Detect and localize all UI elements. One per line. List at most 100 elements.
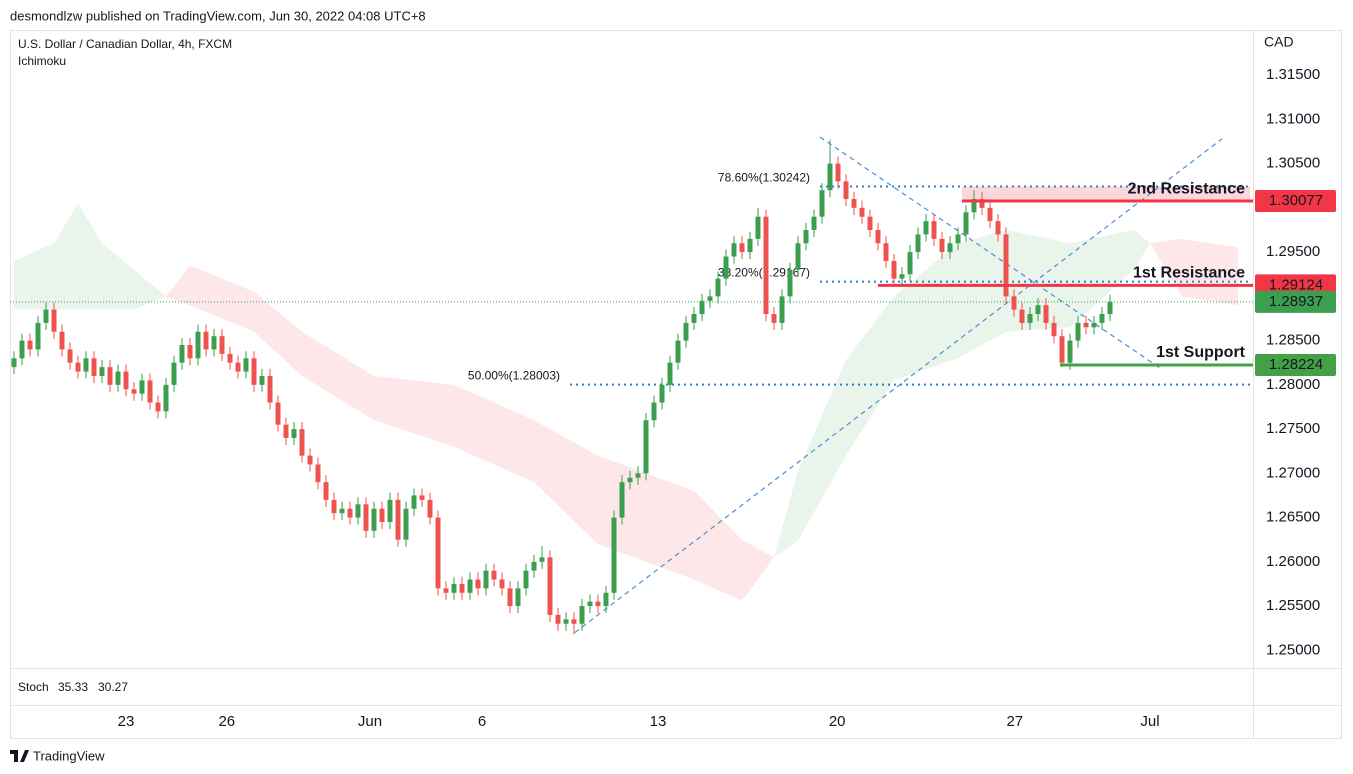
candle-body [275, 402, 281, 425]
price-box-label: 1.29124 [1269, 276, 1323, 293]
candle-body [323, 482, 329, 500]
candle-body [587, 601, 593, 607]
candle-body [387, 499, 393, 522]
candle-body [651, 402, 657, 421]
candle-body [747, 238, 753, 253]
candle-body [1083, 322, 1089, 328]
candle-body [1099, 314, 1105, 323]
logo-shape [10, 750, 29, 762]
candle-body [539, 557, 545, 562]
candle-body [907, 252, 913, 275]
candle-body [803, 229, 809, 244]
candle-body [43, 309, 49, 323]
stoch-d: 30.27 [98, 680, 128, 694]
price-box-label: 1.30077 [1269, 192, 1323, 209]
brand-logo [10, 750, 29, 762]
x-tick-label: 26 [218, 713, 235, 730]
candle-body [283, 424, 289, 438]
x-tick-label: 13 [650, 713, 667, 730]
fib-label: 78.60%(1.30242) [718, 171, 810, 185]
price-box [1255, 274, 1336, 297]
x-tick-label: 6 [478, 713, 486, 730]
currency: CAD [1264, 34, 1294, 50]
candle-body [571, 619, 577, 624]
candle-body [827, 163, 833, 191]
candle-body [195, 331, 201, 359]
candle-body [1035, 305, 1041, 315]
candle-body [635, 473, 641, 478]
candle-body [259, 375, 265, 385]
candle-body [955, 234, 961, 244]
candle-body [963, 212, 969, 235]
candle-body [27, 340, 33, 350]
last-price-label: 1.28937 [1269, 293, 1323, 310]
candle-body [603, 592, 609, 607]
candle-body [35, 322, 41, 350]
candle-body [59, 331, 65, 350]
candle-body [355, 504, 361, 518]
candle-body [1067, 340, 1073, 363]
candle-body [475, 579, 481, 589]
candle-body [131, 389, 137, 394]
candle-body [659, 384, 665, 403]
candle-body [403, 508, 409, 540]
candle-body [947, 243, 953, 253]
frame [10, 30, 1342, 739]
candle-body [267, 375, 273, 403]
price-box [1255, 354, 1336, 377]
candle-body [547, 557, 553, 615]
candle-body [915, 234, 921, 253]
cloud-segment [798, 360, 846, 541]
candle-body [299, 429, 305, 456]
candle-body [235, 362, 241, 372]
candle-body [371, 508, 377, 531]
cloud-segment [846, 296, 894, 456]
candle-body [1075, 322, 1081, 341]
candle-body [523, 570, 529, 589]
cloud-segment [166, 265, 190, 306]
candle-body [107, 367, 113, 385]
candle-body [699, 300, 705, 315]
candle-body [755, 216, 761, 239]
cloud-segment [1134, 229, 1150, 270]
cloud-segment [78, 203, 102, 310]
candle-body [731, 243, 737, 257]
candle-body [163, 384, 169, 412]
cloud-segment [14, 243, 54, 310]
candle-body [507, 588, 513, 607]
candle-body [723, 256, 729, 279]
candle-body [931, 221, 937, 239]
candle-body [595, 601, 601, 607]
cloud-segment [134, 269, 166, 310]
candle-body [483, 570, 489, 589]
candle-body [291, 429, 297, 438]
candle-body [179, 345, 185, 363]
candle-body [219, 336, 225, 354]
y-tick-label: 1.28000 [1266, 376, 1320, 393]
cloud-segment [54, 203, 78, 310]
candle-body [1003, 234, 1009, 297]
level-label: 2nd Resistance [1128, 180, 1245, 197]
y-tick-label: 1.27000 [1266, 464, 1320, 481]
y-tick-label: 1.27500 [1266, 420, 1320, 437]
candle-body [867, 216, 873, 230]
candle-body [891, 260, 897, 279]
cloud-segment [302, 331, 374, 421]
candle-body [851, 199, 857, 208]
candle-body [899, 274, 905, 279]
candle-body [491, 570, 497, 580]
candle-body [771, 314, 777, 323]
candle-body [51, 309, 57, 332]
candle-body [1019, 309, 1025, 323]
chart-title: U.S. Dollar / Canadian Dollar, 4h, FXCM [18, 37, 232, 51]
plot: 78.60%(1.30242)38.20%(1.29167)50.00%(1.2… [10, 136, 1253, 635]
candle-body [315, 464, 321, 483]
cloud-segment [958, 229, 1006, 359]
candle-body [843, 181, 849, 200]
cloud-segment [1182, 238, 1238, 306]
candle-body [171, 362, 177, 385]
candle-body [795, 243, 801, 270]
candle-body [227, 353, 233, 363]
candle-body [19, 340, 25, 359]
